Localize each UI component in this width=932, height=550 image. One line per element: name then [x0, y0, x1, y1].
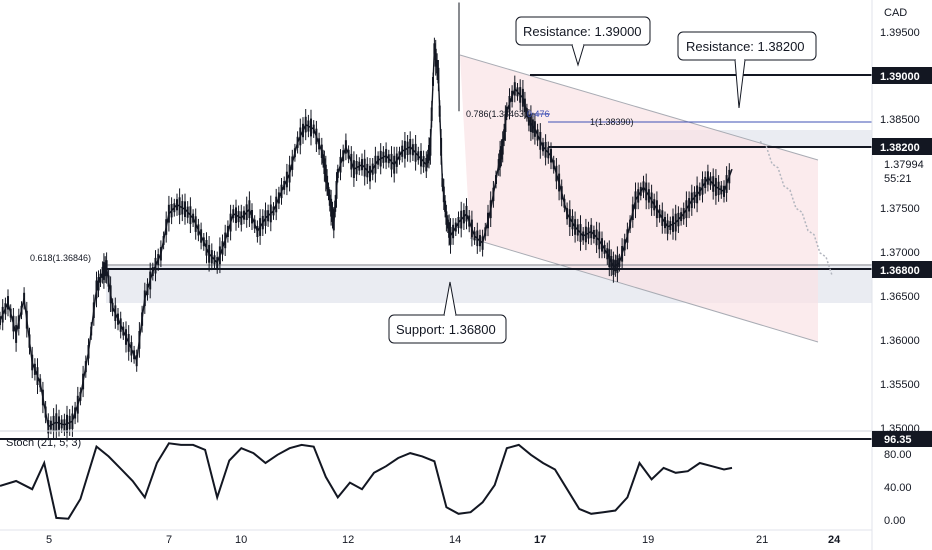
date-tick: 19	[642, 534, 654, 546]
stoch-tick: 40.00	[884, 482, 912, 494]
date-tick: 12	[342, 534, 354, 546]
fib-label-0618: 0.618(1.36846)	[30, 253, 91, 263]
date-tick: 17	[534, 534, 546, 546]
date-tick: 10	[235, 534, 247, 546]
stoch-series	[0, 442, 733, 520]
last-price-label: 1.37994	[884, 159, 924, 171]
svg-text:1.39000: 1.39000	[880, 71, 920, 83]
price-tick: 1.38500	[880, 114, 920, 126]
countdown-label: 55:21	[884, 173, 912, 185]
currency-label: CAD	[884, 7, 907, 19]
price-tick: 1.36500	[880, 291, 920, 303]
channel-bottom-line	[469, 237, 819, 343]
svg-text:1.36800: 1.36800	[880, 265, 920, 277]
stoch-tick: 0.00	[884, 515, 905, 527]
badge-stoch: 96.35	[872, 431, 932, 447]
date-tick: 14	[449, 534, 461, 546]
price-tick: 1.35500	[880, 379, 920, 391]
stoch-tick: 80.00	[884, 449, 912, 461]
callout-support-text: Support: 1.36800	[396, 322, 496, 337]
callout-resistance-138200-text: Resistance: 1.38200	[686, 39, 805, 54]
date-tick: 5	[46, 534, 52, 546]
callout-resistance-139000-text: Resistance: 1.39000	[523, 24, 642, 39]
badge-136800: 1.36800	[872, 261, 932, 278]
price-tick: 1.37000	[880, 247, 920, 259]
callout-resistance-139000: Resistance: 1.39000	[515, 16, 651, 67]
badge-139000: 1.39000	[872, 67, 932, 84]
callout-resistance-138200: Resistance: 1.38200	[677, 31, 817, 109]
projection-path	[759, 140, 833, 276]
badge-138200: 1.38200	[872, 138, 932, 155]
svg-text:1.38200: 1.38200	[880, 142, 920, 154]
price-tick: 1.36000	[880, 335, 920, 347]
price-series	[0, 48, 733, 428]
date-tick: 24	[828, 534, 841, 546]
channel-top-line	[459, 54, 819, 161]
price-tick: 1.39500	[880, 27, 920, 39]
date-tick: 21	[756, 534, 768, 546]
callout-support-136800: Support: 1.36800	[388, 281, 507, 344]
svg-text:96.35: 96.35	[884, 434, 912, 446]
fib-label-1: 1(1.38390)	[590, 117, 634, 127]
stoch-label: Stoch (21, 5, 3)	[6, 437, 81, 449]
date-tick: 7	[166, 534, 172, 546]
fib-label-0476: 0.476	[527, 109, 550, 119]
fib-label-0786: 0.786(1.38463)	[466, 109, 527, 119]
price-tick: 1.37500	[880, 203, 920, 215]
